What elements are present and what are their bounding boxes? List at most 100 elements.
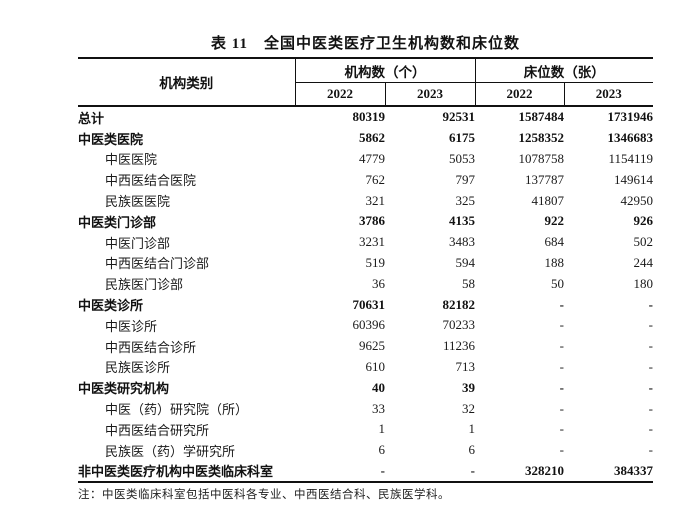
cell-value: 32 [462, 400, 475, 416]
cell-value: 325 [455, 192, 476, 208]
cell-value: 11236 [442, 338, 475, 354]
row-label: 中医类研究机构 [78, 381, 170, 397]
row-label: 中西医结合诊所 [105, 339, 197, 355]
footnote: 注：中医类临床科室包括中医科各专业、中西医结合科、民族医学科。 [78, 489, 450, 501]
cell-value: 40 [372, 379, 385, 395]
column-header-year: 2023 [563, 82, 653, 107]
cell-value: 9625 [359, 338, 385, 354]
cell-value: 39 [462, 379, 475, 395]
cell-value: - [648, 338, 653, 354]
table-row: 中医类研究机构 40 39 - - [78, 377, 653, 398]
row-label: 中医诊所 [105, 318, 158, 334]
row-label: 中西医结合门诊部 [105, 256, 210, 272]
cell-value: 328210 [525, 462, 564, 478]
cell-value: 384337 [614, 462, 653, 478]
row-label: 总计 [78, 110, 105, 126]
cell-value: - [559, 317, 564, 333]
cell-value: - [648, 421, 653, 437]
row-label: 民族医医院 [105, 194, 171, 210]
cell-value: - [470, 462, 475, 478]
cell-value: 1078758 [518, 150, 565, 166]
table-row: 总计 80319 92531 1587484 1731946 [78, 106, 653, 128]
cell-value: 82182 [442, 296, 476, 312]
header-year-row: 2022 2023 2022 2023 [78, 82, 653, 107]
cell-value: 188 [544, 254, 565, 270]
row-label: 中医医院 [105, 152, 158, 168]
cell-value: - [648, 400, 653, 416]
table-row: 中西医结合门诊部 519 594 188 244 [78, 253, 653, 274]
cell-value: 41807 [531, 192, 565, 208]
row-label: 民族医门诊部 [105, 277, 184, 293]
statistics-table: 机构类别 机构数（个） 床位数（张） 2022 2023 2022 2023 总计 80… [78, 57, 653, 484]
column-header-year: 2022 [295, 82, 385, 107]
row-label: 中医类诊所 [78, 298, 144, 314]
cell-value: 5053 [449, 150, 475, 166]
cell-value: - [559, 338, 564, 354]
cell-value: - [648, 296, 653, 312]
cell-value: 70233 [442, 317, 476, 333]
cell-value: 4135 [449, 213, 475, 229]
table-row: 非中医类医疗机构中医类临床科室 - - 328210 384337 [78, 461, 653, 483]
row-label: 民族医诊所 [105, 360, 171, 376]
cell-value: 180 [633, 275, 654, 291]
column-header-category: 机构类别 [78, 58, 296, 107]
cell-value: 502 [633, 234, 654, 250]
cell-value: - [559, 296, 564, 312]
cell-value: - [559, 379, 564, 395]
table-header: 机构类别 机构数（个） 床位数（张） 2022 2023 2022 2023 [78, 58, 653, 107]
cell-value: 1731946 [607, 109, 654, 125]
cell-value: 519 [365, 254, 386, 270]
table-body: 总计 80319 92531 1587484 1731946 中医类医院 5862 6175 1… [78, 106, 653, 482]
table-row: 中医诊所 60396 70233 - - [78, 315, 653, 336]
cell-value: 50 [551, 275, 564, 291]
cell-value: 713 [455, 358, 476, 374]
header-group-row: 机构类别 机构数（个） 床位数（张） [78, 58, 653, 107]
cell-value: 3786 [359, 213, 385, 229]
table-row: 民族医医院 321 325 41807 42950 [78, 190, 653, 211]
cell-value: 3231 [359, 234, 385, 250]
cell-value: 1154119 [608, 150, 653, 166]
cell-value: 6 [468, 442, 476, 458]
cell-value: 1346683 [607, 130, 654, 146]
cell-value: 149614 [614, 171, 653, 187]
row-label: 中医类医院 [78, 131, 144, 147]
cell-value: 1 [468, 421, 476, 437]
cell-value: 321 [365, 192, 386, 208]
table-row: 中医（药）研究院（所） 33 32 - - [78, 398, 653, 419]
row-label: 非中医类医疗机构中医类临床科室 [78, 464, 274, 480]
table-row: 民族医（药）学研究所 6 6 - - [78, 440, 653, 461]
cell-value: 70631 [352, 296, 386, 312]
cell-value: 1258352 [518, 130, 565, 146]
column-header-year: 2022 [475, 82, 564, 107]
cell-value: - [648, 317, 653, 333]
table-row: 民族医诊所 610 713 - - [78, 357, 653, 378]
cell-value: 58 [462, 275, 475, 291]
cell-value: - [648, 379, 653, 395]
row-label: 中医类门诊部 [78, 214, 157, 230]
cell-value: - [559, 400, 564, 416]
column-group-institution-count: 机构数（个） [295, 58, 476, 83]
row-label: 中西医结合医院 [105, 173, 197, 189]
row-label: 民族医（药）学研究所 [105, 443, 236, 459]
table-row: 中西医结合医院 762 797 137787 149614 [78, 169, 653, 190]
row-label: 中医门诊部 [105, 235, 171, 251]
column-header-year: 2023 [384, 82, 476, 107]
cell-value: 60396 [352, 317, 386, 333]
cell-value: - [648, 442, 653, 458]
row-label: 中西医结合研究所 [105, 422, 210, 438]
table-row: 中医门诊部 3231 3483 684 502 [78, 232, 653, 253]
cell-value: 1 [378, 421, 386, 437]
cell-value: 797 [455, 171, 476, 187]
cell-value: 92531 [442, 109, 476, 125]
table-row: 中医类医院 5862 6175 1258352 1346683 [78, 128, 653, 149]
cell-value: - [559, 442, 564, 458]
cell-value: 762 [365, 171, 386, 187]
cell-value: 684 [544, 234, 565, 250]
cell-value: - [559, 421, 564, 437]
cell-value: 42950 [620, 192, 654, 208]
cell-value: 33 [372, 400, 385, 416]
table-row: 中医医院 4779 5053 1078758 1154119 [78, 149, 653, 170]
cell-value: 926 [633, 213, 654, 229]
table-row: 中西医结合诊所 9625 11236 - - [78, 336, 653, 357]
cell-value: 137787 [525, 171, 564, 187]
